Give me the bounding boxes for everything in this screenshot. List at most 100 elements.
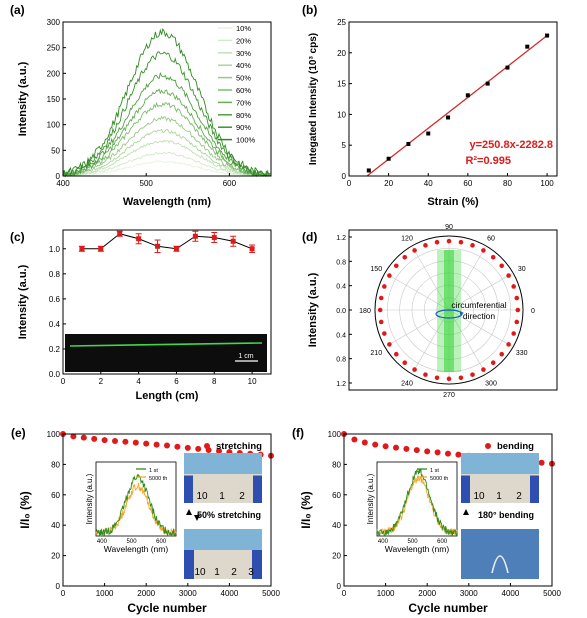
- data-point: [538, 459, 545, 466]
- photo-bottom-ruler: [184, 550, 262, 579]
- data-point: [426, 131, 431, 136]
- y-tick-label: 1.0: [49, 245, 61, 254]
- data-point: [195, 445, 202, 452]
- data-point: [98, 246, 104, 252]
- spectrum-line: [62, 71, 271, 177]
- y-tick-label: 0.6: [49, 295, 61, 304]
- y-axis-title: Intensity (a.u.): [307, 272, 319, 347]
- y-axis-title: Intensity (a.u.): [17, 61, 29, 136]
- data-point: [164, 442, 170, 449]
- data-point: [458, 239, 464, 245]
- inset-x-tick-label: 600: [437, 539, 448, 545]
- data-point: [434, 449, 441, 456]
- data-point: [402, 360, 408, 366]
- x-tick-label: 2: [99, 377, 104, 386]
- y-tick-label: 0: [56, 582, 61, 591]
- spectrum-line: [62, 101, 271, 177]
- legend-label: 90%: [236, 123, 251, 132]
- inset-x-title: Wavelength (nm): [104, 544, 169, 554]
- ruler-number: 3: [248, 567, 254, 578]
- bent-fiber: [491, 555, 509, 574]
- data-point: [434, 239, 440, 245]
- data-point: [402, 254, 408, 260]
- ruler-number: 1: [219, 491, 225, 502]
- legend-label: 80%: [236, 111, 251, 120]
- inset-x-tick-label: 500: [408, 539, 419, 545]
- data-point: [173, 246, 179, 252]
- inset-frame: [376, 461, 458, 537]
- angle-label: 150: [370, 266, 382, 273]
- spectrum-line: [62, 115, 271, 177]
- photo-bottom: [461, 529, 539, 579]
- data-point: [412, 367, 417, 372]
- y-tick-label: 100: [47, 430, 61, 439]
- x-axis-title: Cycle number: [408, 601, 488, 615]
- inset-legend-label: 1 st: [430, 468, 439, 474]
- data-point: [387, 342, 392, 347]
- data-point: [515, 307, 521, 313]
- data-point: [545, 33, 550, 38]
- data-point: [506, 342, 511, 347]
- y-tick-label: 300: [47, 18, 61, 27]
- x-axis-title: Length (cm): [136, 390, 199, 402]
- data-point: [387, 273, 392, 278]
- photo-top-glove-left: [461, 475, 470, 503]
- y-tick-label: 60: [332, 491, 341, 500]
- data-line: [81, 233, 253, 250]
- ruler-number: 1: [214, 567, 220, 578]
- x-axis-title: Strain (%): [427, 196, 479, 208]
- data-point: [514, 319, 520, 325]
- data-point: [446, 238, 452, 244]
- x-tick-label: 100: [540, 179, 554, 188]
- y-tick-label: 0.0: [49, 370, 61, 379]
- data-point: [101, 437, 108, 444]
- legend-label: 70%: [236, 98, 251, 107]
- y-tick-label: 0.8: [49, 270, 61, 279]
- photo-top-sky: [461, 453, 539, 474]
- y-tick-label: 20: [51, 552, 60, 561]
- data-point: [249, 246, 255, 252]
- data-point: [361, 439, 368, 446]
- y-tick-label: 0: [342, 172, 347, 181]
- fit-line: [366, 33, 550, 177]
- y-tick-label: 0.4: [49, 320, 61, 329]
- x-tick-label: 0: [61, 377, 66, 386]
- y-axis-title: I/I₀ (%): [299, 491, 313, 528]
- y-tick-label: 0.4: [336, 284, 346, 291]
- data-point: [423, 243, 428, 248]
- data-point: [174, 443, 181, 450]
- data-point: [446, 115, 451, 120]
- arrow-icon: [194, 515, 200, 521]
- x-tick-label: 5000: [543, 589, 561, 598]
- photo-top-ruler: [461, 474, 539, 503]
- y-tick-label: 50: [51, 146, 60, 155]
- data-point: [351, 436, 358, 443]
- x-tick-label: 0: [347, 179, 352, 188]
- x-tick-label: 10: [248, 377, 257, 386]
- y-tick-label: 5: [342, 141, 347, 150]
- y-tick-label: 15: [337, 80, 346, 89]
- spectrum-line: [62, 27, 271, 178]
- angle-label: 60: [487, 235, 495, 242]
- legend-label: 20%: [236, 36, 251, 45]
- data-point: [525, 44, 530, 49]
- y-tick-label: 0: [56, 172, 61, 181]
- data-point: [79, 246, 85, 252]
- inset-x-tick-label: 500: [127, 539, 138, 545]
- x-tick-label: 3000: [179, 589, 197, 598]
- photo-top-sky: [184, 453, 262, 474]
- photo-top-ruler: [184, 474, 262, 503]
- inset-frame: [95, 461, 177, 537]
- x-tick-label: 3000: [460, 589, 478, 598]
- data-point: [393, 351, 399, 357]
- inset-spectrum: [376, 468, 458, 537]
- arrow-head: [460, 311, 464, 315]
- polar-grid-spoke: [384, 272, 450, 311]
- panel-label: (b): [302, 3, 317, 17]
- y-tick-label: 0.8: [336, 259, 346, 266]
- x-axis-title: Cycle number: [127, 601, 207, 615]
- y-axis-title: Integated Intensity (10³ cps): [308, 33, 319, 165]
- x-tick-label: 5000: [262, 589, 280, 598]
- y-tick-label: 20: [337, 49, 346, 58]
- data-point: [366, 168, 371, 173]
